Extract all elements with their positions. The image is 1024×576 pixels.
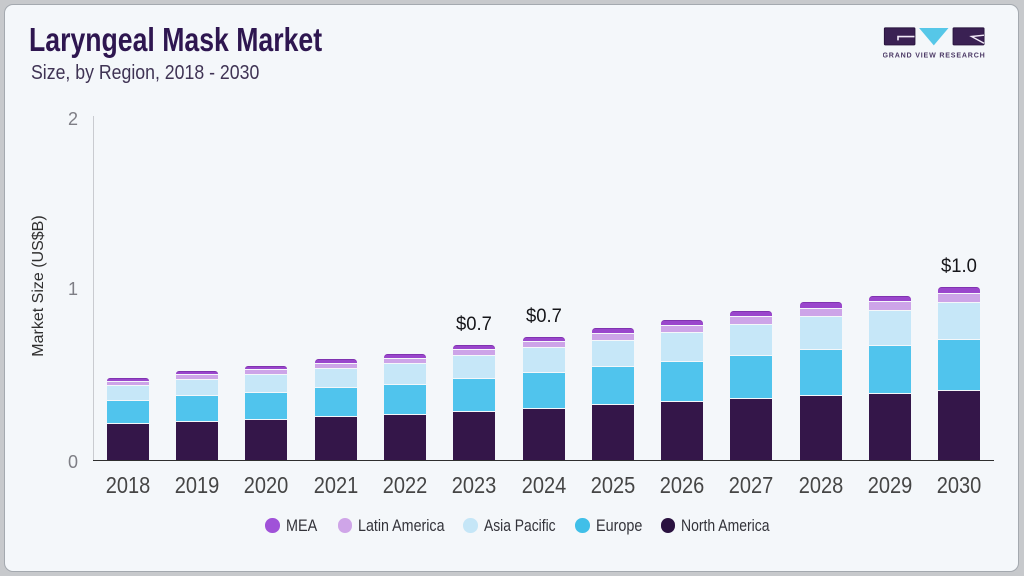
svg-text:GRAND VIEW RESEARCH: GRAND VIEW RESEARCH	[883, 52, 985, 60]
